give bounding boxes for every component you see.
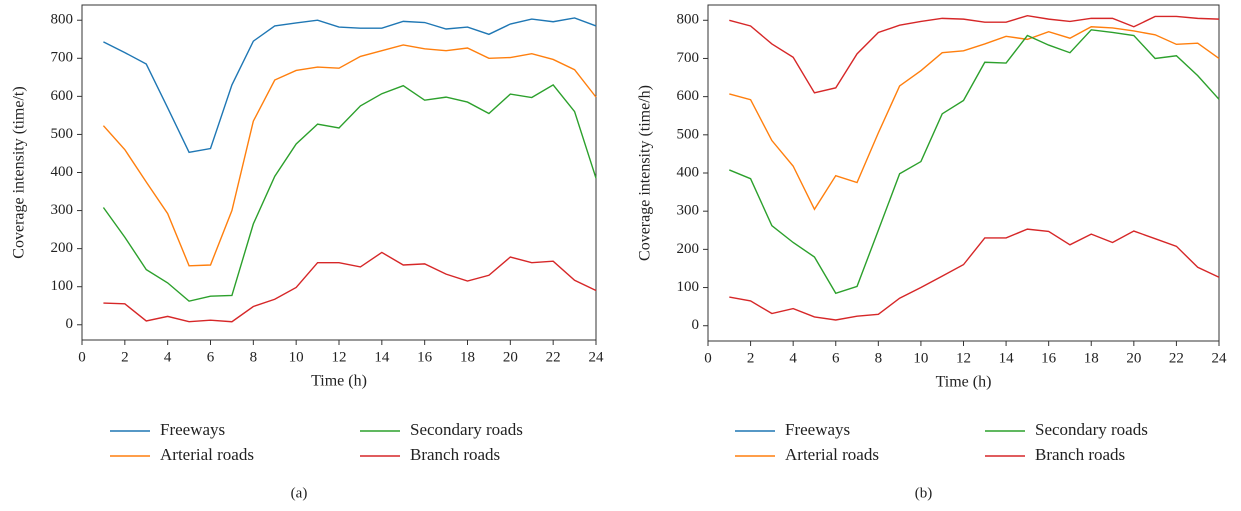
x-axis-label: Time (h) bbox=[936, 374, 992, 391]
series-line bbox=[729, 14, 1220, 94]
plot-frame bbox=[81, 4, 597, 341]
legend-label: Arterial roads bbox=[160, 445, 254, 464]
y-tick-label: 300 bbox=[51, 202, 74, 218]
y-tick-label: 300 bbox=[677, 203, 700, 219]
x-tick-label: 2 bbox=[121, 349, 129, 365]
legend-label: Branch roads bbox=[410, 445, 500, 464]
caption: (a) bbox=[291, 485, 308, 501]
series-line bbox=[103, 251, 597, 323]
x-tick-label: 2 bbox=[747, 350, 755, 366]
y-tick-label: 100 bbox=[677, 279, 700, 295]
x-tick-label: 10 bbox=[289, 349, 304, 365]
y-tick-label: 600 bbox=[677, 88, 700, 104]
y-tick-label: 100 bbox=[51, 278, 74, 294]
legend-label: Arterial roads bbox=[785, 445, 879, 464]
y-tick-label: 600 bbox=[51, 88, 74, 104]
x-tick-label: 22 bbox=[1169, 350, 1184, 366]
y-tick-label: 400 bbox=[51, 164, 74, 180]
x-tick-label: 6 bbox=[207, 349, 215, 365]
x-tick-label: 8 bbox=[250, 349, 258, 365]
x-tick-label: 10 bbox=[913, 350, 928, 366]
x-tick-label: 4 bbox=[164, 349, 172, 365]
x-tick-label: 0 bbox=[78, 349, 86, 365]
series-line bbox=[729, 228, 1220, 321]
x-tick-label: 24 bbox=[1212, 350, 1228, 366]
y-tick-label: 700 bbox=[677, 50, 700, 66]
y-axis-label: Coverage intensity (time/h) bbox=[637, 85, 654, 261]
x-tick-label: 20 bbox=[503, 349, 518, 365]
x-axis-label: Time (h) bbox=[311, 373, 367, 390]
x-tick-label: 4 bbox=[789, 350, 797, 366]
x-tick-label: 20 bbox=[1126, 350, 1141, 366]
caption: (b) bbox=[915, 485, 933, 501]
series-line bbox=[729, 29, 1220, 295]
x-tick-label: 24 bbox=[589, 349, 605, 365]
y-tick-label: 500 bbox=[677, 126, 700, 142]
y-tick-label: 800 bbox=[677, 12, 700, 28]
x-tick-label: 16 bbox=[1041, 350, 1057, 366]
series-line bbox=[102, 44, 597, 267]
legend-label: Freeways bbox=[785, 420, 850, 439]
legend-label: Freeways bbox=[160, 420, 225, 439]
y-tick-label: 200 bbox=[51, 240, 74, 256]
x-tick-label: 6 bbox=[832, 350, 840, 366]
legend-label: Branch roads bbox=[1035, 445, 1125, 464]
x-tick-label: 0 bbox=[704, 350, 712, 366]
y-tick-label: 700 bbox=[51, 50, 74, 66]
y-tick-label: 200 bbox=[677, 241, 700, 257]
y-tick-label: 500 bbox=[51, 126, 74, 142]
legend-label: Secondary roads bbox=[1035, 420, 1148, 439]
x-tick-label: 8 bbox=[875, 350, 883, 366]
series-line bbox=[103, 17, 597, 154]
series-line bbox=[729, 26, 1220, 211]
plot-frame bbox=[707, 4, 1220, 342]
x-tick-label: 14 bbox=[999, 350, 1015, 366]
y-tick-label: 0 bbox=[692, 317, 700, 333]
y-axis-label: Coverage intensity (time/t) bbox=[11, 86, 28, 258]
x-tick-label: 22 bbox=[546, 349, 561, 365]
series-line bbox=[102, 84, 597, 302]
x-tick-label: 18 bbox=[460, 349, 475, 365]
y-tick-label: 0 bbox=[66, 316, 74, 332]
legend-label: Secondary roads bbox=[410, 420, 523, 439]
y-tick-label: 800 bbox=[51, 12, 74, 28]
x-tick-label: 12 bbox=[332, 349, 347, 365]
y-tick-label: 400 bbox=[677, 164, 700, 180]
x-tick-label: 16 bbox=[417, 349, 433, 365]
x-tick-label: 12 bbox=[956, 350, 971, 366]
x-tick-label: 14 bbox=[374, 349, 390, 365]
x-tick-label: 18 bbox=[1084, 350, 1099, 366]
